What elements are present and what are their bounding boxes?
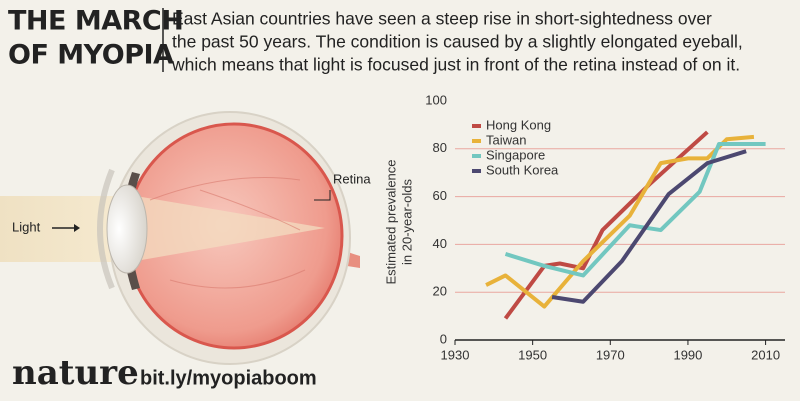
series-line [551, 149, 747, 304]
description-line: the past 50 years. The condition is caus… [172, 32, 743, 52]
vessels [149, 177, 306, 289]
x-tick-label: 1990 [673, 347, 702, 362]
y-tick-label: 100 [425, 92, 447, 107]
brand: nature [12, 353, 139, 393]
y-tick-label: 40 [433, 236, 447, 251]
lens [106, 184, 148, 274]
link: bit.ly/myopiaboom [140, 367, 317, 389]
y-axis-label: in 20-year-olds [399, 179, 414, 265]
x-tick-label: 1950 [518, 347, 547, 362]
legend-label: Taiwan [486, 132, 526, 147]
y-tick-label: 80 [433, 140, 447, 155]
description-line: which means that light is focused just i… [171, 55, 740, 75]
light-label: Light [12, 219, 41, 234]
x-tick-label: 2010 [751, 347, 780, 362]
legend-label: South Korea [486, 162, 559, 177]
x-tick-label: 1930 [441, 347, 470, 362]
x-tick-label: 1970 [596, 347, 625, 362]
eye-diagram: Light Retina [0, 111, 371, 365]
retina-pointer [314, 190, 331, 201]
y-tick-label: 60 [433, 188, 447, 203]
light-cone [130, 195, 325, 262]
title-line: OF MYOPIA [8, 40, 174, 71]
cornea [97, 168, 115, 290]
retina-label: Retina [333, 171, 371, 186]
y-axis-label: Estimated prevalence [383, 159, 398, 284]
light-arrowhead [74, 224, 80, 232]
y-tick-label: 20 [433, 284, 447, 299]
title-line: THE MARCH [8, 6, 183, 37]
legend-label: Singapore [486, 147, 545, 162]
y-tick-label: 0 [440, 331, 447, 346]
description-line: East Asian countries have seen a steep r… [172, 9, 712, 29]
legend-label: Hong Kong [486, 117, 551, 132]
plot: 0 20 40 60 80 100 1930 1950 1970 1990 2010 Hong Kon… [425, 92, 785, 362]
